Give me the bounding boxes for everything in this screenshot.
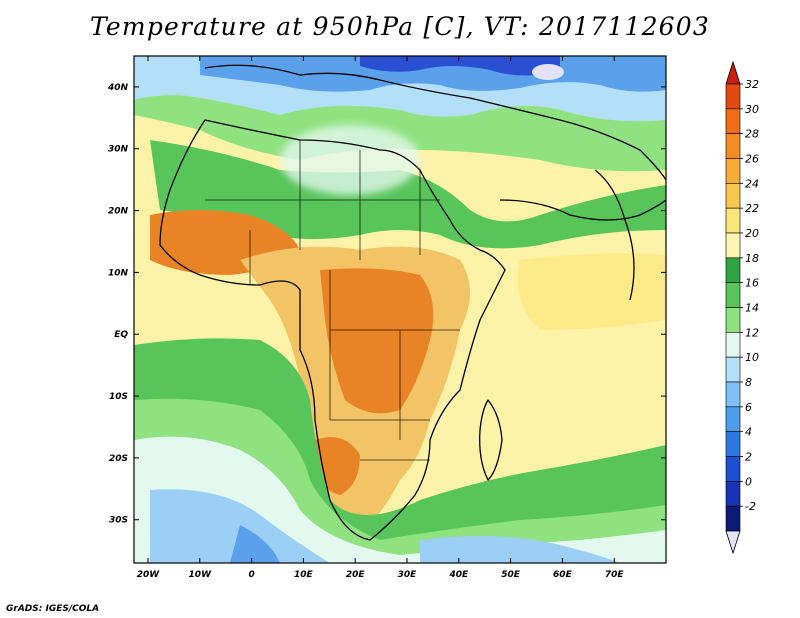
lon-tick-label: 30E bbox=[398, 570, 418, 580]
lon-tick-label: 10E bbox=[294, 570, 314, 580]
lat-tick-label: EQ bbox=[114, 330, 128, 340]
colorbar-top-arrow bbox=[725, 60, 741, 85]
latitude-axis: 40N 30N 20N 10N EQ 10S 20S 30S bbox=[107, 83, 666, 526]
colorbar-label: 2 bbox=[745, 451, 752, 464]
lat-tick-label: 20S bbox=[109, 454, 128, 464]
lat-tick-label: 30N bbox=[108, 145, 129, 155]
lat-tick-label: 20N bbox=[108, 207, 129, 217]
colorbar-label: 28 bbox=[745, 128, 759, 141]
colorbar-swatch bbox=[725, 232, 741, 259]
colorbar-swatch bbox=[725, 158, 741, 184]
colorbar-swatch bbox=[725, 307, 741, 333]
cold-north-deepest bbox=[360, 56, 560, 76]
lon-tick-label: 0 bbox=[248, 570, 254, 580]
colorbar-label: 32 bbox=[745, 78, 759, 91]
colorbar-swatch bbox=[725, 356, 741, 383]
south-ocean-blue2 bbox=[420, 536, 620, 563]
south-ocean-deep bbox=[230, 525, 280, 563]
colorbar-label: 10 bbox=[745, 351, 759, 364]
lon-tick-label: 10W bbox=[189, 570, 213, 580]
indian-ocean-peach bbox=[517, 253, 666, 330]
colorbar-label: 8 bbox=[745, 376, 752, 389]
temperature-map bbox=[134, 56, 666, 563]
southern-hot bbox=[315, 437, 360, 495]
colorbar-swatch bbox=[725, 282, 741, 308]
plot-frame bbox=[133, 55, 667, 564]
colorbar-label: 24 bbox=[745, 177, 759, 190]
sahara-band bbox=[150, 140, 666, 249]
lat-tick-label: 40N bbox=[107, 83, 129, 93]
lon-tick-label: 70E bbox=[605, 570, 625, 580]
colorbar-label: 26 bbox=[745, 153, 759, 166]
colorbar-swatch bbox=[725, 431, 741, 457]
map-title: Temperature at 950hPa [C], VT: 201711260… bbox=[90, 12, 710, 41]
lat-tick-label: 10N bbox=[108, 268, 129, 278]
colorbar-swatch bbox=[725, 456, 741, 482]
sahara-cool bbox=[280, 125, 420, 195]
colorbar-swatch bbox=[725, 406, 741, 432]
colorbar-label: 0 bbox=[745, 475, 752, 488]
colorbar-swatch bbox=[725, 481, 741, 507]
colorbar-label: 20 bbox=[745, 227, 759, 240]
colorbar-bottom-arrow bbox=[725, 530, 741, 555]
colorbar-swatch bbox=[725, 133, 741, 159]
colorbar-label: 22 bbox=[745, 202, 759, 215]
colorbar-swatch bbox=[725, 183, 741, 209]
colorbar-swatch bbox=[725, 207, 741, 234]
colorbar-swatch bbox=[725, 505, 741, 532]
longitude-axis: 20W 10W 0 10E 20E 30E 40E 50E 60E 70E bbox=[137, 56, 625, 580]
colorbar-label: -2 bbox=[745, 500, 756, 513]
colorbar-swatch bbox=[725, 332, 741, 358]
colorbar-label: 4 bbox=[745, 426, 752, 439]
colorbar-swatch bbox=[725, 83, 741, 110]
colorbar-swatch bbox=[725, 381, 741, 408]
lon-tick-label: 60E bbox=[553, 570, 573, 580]
lon-tick-label: 40E bbox=[448, 570, 469, 580]
colorbar-label: 6 bbox=[745, 401, 752, 414]
country-borders bbox=[205, 140, 460, 461]
colorbar-label: 16 bbox=[745, 277, 759, 290]
lon-tick-label: 20E bbox=[346, 570, 366, 580]
lon-tick-label: 50E bbox=[501, 570, 521, 580]
colorbar-label: 14 bbox=[745, 302, 759, 315]
central-africa-hot bbox=[320, 268, 434, 414]
cold-spot bbox=[532, 64, 564, 80]
credit-text: GrADS: IGES/COLA bbox=[6, 604, 100, 614]
colorbar-swatch bbox=[725, 108, 741, 134]
indian-ocean-warm bbox=[455, 325, 666, 464]
colorbar-label: 12 bbox=[745, 326, 759, 339]
lat-tick-label: 30S bbox=[109, 516, 128, 526]
colorbar-swatch bbox=[725, 257, 741, 283]
colorbar-label: 18 bbox=[745, 252, 759, 265]
lon-tick-label: 20W bbox=[137, 570, 161, 580]
lat-tick-label: 10S bbox=[109, 392, 128, 402]
colorbar-label: 30 bbox=[745, 103, 759, 116]
